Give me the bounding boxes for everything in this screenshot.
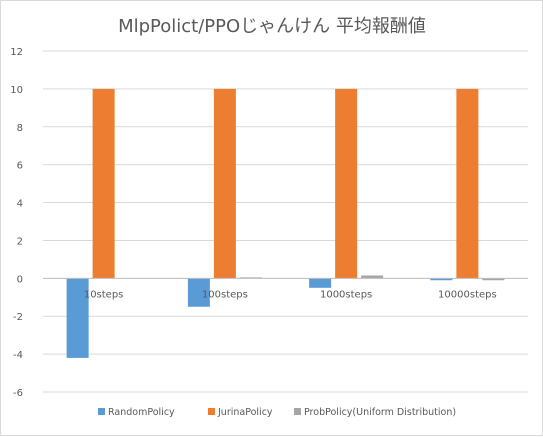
bars bbox=[66, 88, 505, 358]
legend-swatch bbox=[294, 408, 301, 415]
bar-randompolicy-100steps bbox=[187, 278, 210, 307]
y-tick-label: -4 bbox=[13, 350, 23, 361]
legend-label: RandomPolicy bbox=[108, 407, 175, 418]
legend-label: JurinaPolicy bbox=[217, 407, 273, 418]
bar-randompolicy-1000steps bbox=[309, 278, 332, 288]
bar-jurinapolicy-10steps bbox=[92, 88, 115, 279]
y-tick-label: 0 bbox=[17, 274, 23, 285]
y-axis-tick-labels: -6 -4 -2 0 2 4 6 8 10 12 bbox=[10, 47, 23, 399]
bar-probpolicy-uniform-distribution-1000steps bbox=[361, 275, 384, 279]
legend-swatch bbox=[208, 408, 215, 415]
y-tick-label: 12 bbox=[10, 47, 23, 58]
bar-probpolicy-uniform-distribution-10000steps bbox=[482, 278, 505, 281]
x-category-label: 1000steps bbox=[320, 289, 372, 300]
legend-label: ProbPolicy(Uniform Distribution) bbox=[304, 407, 456, 418]
bar-jurinapolicy-100steps bbox=[213, 88, 236, 279]
x-category-label: 100steps bbox=[202, 289, 248, 300]
y-tick-label: 6 bbox=[17, 161, 23, 172]
chart-title: MlpPolict/PPOじゃんけん 平均報酬値 bbox=[118, 16, 426, 37]
y-tick-label: -2 bbox=[13, 312, 23, 323]
bar-jurinapolicy-1000steps bbox=[335, 88, 358, 279]
bar-jurinapolicy-10000steps bbox=[456, 88, 479, 279]
gridlines bbox=[43, 50, 528, 393]
bar-randompolicy-10steps bbox=[66, 278, 89, 358]
legend: RandomPolicy JurinaPolicy ProbPolicy(Unifo… bbox=[98, 407, 456, 418]
bar-randompolicy-10000steps bbox=[430, 278, 453, 281]
y-tick-label: -6 bbox=[13, 388, 23, 399]
legend-swatch bbox=[98, 408, 105, 415]
y-tick-label: 2 bbox=[17, 236, 23, 247]
y-tick-label: 10 bbox=[10, 85, 23, 96]
y-tick-label: 8 bbox=[17, 123, 23, 134]
x-category-label: 10steps bbox=[84, 289, 124, 300]
x-category-label: 10000steps bbox=[438, 289, 497, 300]
x-axis-category-labels: 10steps 100steps 1000steps 10000steps bbox=[84, 289, 497, 300]
y-tick-label: 4 bbox=[17, 199, 23, 210]
